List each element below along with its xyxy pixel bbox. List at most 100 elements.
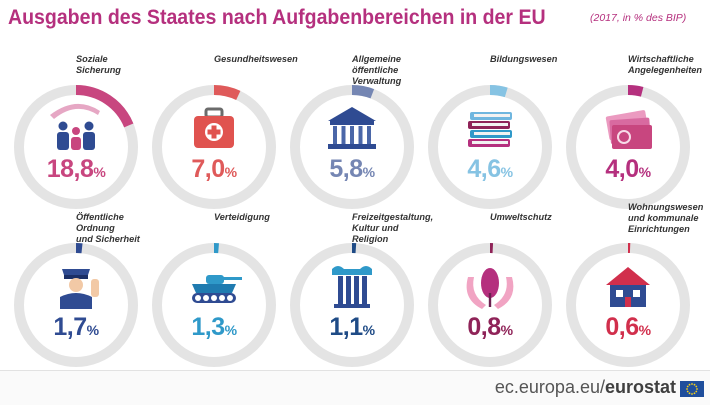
ring-segment (428, 85, 552, 209)
column-icon (332, 266, 372, 308)
books-icon (468, 112, 512, 147)
value-number: 0,8 (467, 313, 501, 341)
ring-segment (14, 243, 138, 367)
value-number: 1,3 (191, 313, 225, 341)
footer-site-prefix: ec.europa.eu/ (494, 377, 605, 397)
value-label: 1,7% (8, 313, 144, 342)
tank-icon (192, 275, 242, 303)
family-icon (50, 103, 100, 150)
value-number: 0,6 (605, 313, 639, 341)
category-label-line: Sicherung (76, 65, 121, 75)
government-building-icon (328, 107, 376, 149)
ring-segment (290, 243, 414, 367)
page-title: Ausgaben des Staates nach Aufgabenbereic… (8, 6, 546, 29)
category-label: Bildungswesen (490, 54, 557, 65)
header: Ausgaben des Staates nach Aufgabenbereic… (8, 6, 708, 38)
footer-site-brand: eurostat (604, 377, 676, 397)
category-label: Allgemeine öffentliche Verwaltung (352, 54, 420, 87)
percent-sign: % (362, 164, 375, 180)
category-label: Verteidigung (214, 212, 270, 223)
ring-segment (566, 243, 690, 367)
category-label-line: Wohnungswesen (628, 202, 704, 212)
ring-segment (152, 243, 276, 367)
category-label-line: Verteidigung (214, 212, 270, 222)
percent-sign: % (86, 322, 99, 338)
value-label: 5,8% (284, 155, 420, 184)
value-label: 1,1% (284, 313, 420, 342)
first-aid-kit-icon (194, 107, 234, 148)
category-label: Wohnungswesen und kommunale Einrichtungen (628, 202, 703, 235)
category-label: Gesundheitswesen (214, 54, 298, 65)
ring-segment (152, 85, 276, 209)
chart-item: Wirtschaftliche Angelegenheiten 4,0% (560, 52, 702, 212)
category-label-line: Verwaltung (352, 76, 402, 86)
footer-source[interactable]: ec.europa.eu/eurostat (495, 377, 676, 398)
value-number: 7,0 (191, 155, 225, 183)
ring-chart (14, 243, 138, 367)
value-label: 18,8% (8, 155, 144, 184)
ring-chart (14, 85, 138, 209)
ring-segment (566, 85, 690, 209)
percent-sign: % (638, 164, 651, 180)
chart-item: Bildungswesen 4,6% (422, 52, 558, 212)
chart-item: Öffentliche Ordnung und Sicherheit 1,7% (8, 210, 144, 370)
ring-chart (152, 85, 276, 209)
category-label-line: Freizeitgestaltung, (352, 212, 434, 222)
value-label: 1,3% (146, 313, 282, 342)
chart-item: Soziale Sicherung 18,8% (8, 52, 144, 212)
category-label-line: und Sicherheit (76, 234, 140, 244)
ring-segment (290, 85, 414, 209)
ring-track (152, 243, 276, 367)
ring-chart (428, 85, 552, 209)
category-label-line: Kultur und Religion (352, 223, 399, 244)
ring-chart (290, 85, 414, 209)
police-officer-icon (60, 269, 99, 309)
category-label-line: Gesundheitswesen (214, 54, 298, 64)
tree-hands-icon (466, 268, 514, 309)
category-label-line: Soziale (76, 54, 108, 64)
category-label: Öffentliche Ordnung und Sicherheit (76, 212, 144, 245)
ring-chart (566, 243, 690, 367)
percent-sign: % (93, 164, 106, 180)
category-label-line: und kommunale (628, 213, 699, 223)
percent-sign: % (500, 322, 513, 338)
percent-sign: % (638, 322, 651, 338)
banknotes-icon (605, 110, 652, 149)
chart-item: Verteidigung 1,3% (146, 210, 282, 370)
value-number: 18,8 (46, 155, 94, 183)
chart-item: Allgemeine öffentliche Verwaltung 5,8% (284, 52, 420, 212)
category-label-line: Bildungswesen (490, 54, 558, 64)
category-label-line: Öffentliche Ordnung (76, 212, 124, 233)
house-icon (606, 267, 650, 307)
value-label: 7,0% (146, 155, 282, 184)
percent-sign: % (362, 322, 375, 338)
chart-item: Gesundheitswesen 7,0% (146, 52, 298, 212)
value-number: 1,7 (53, 313, 87, 341)
category-label-line: Wirtschaftliche (628, 54, 694, 64)
ring-chart (152, 243, 276, 367)
percent-sign: % (224, 164, 237, 180)
value-number: 5,8 (329, 155, 363, 183)
value-label: 4,6% (422, 155, 558, 184)
category-label: Umweltschutz (490, 212, 552, 223)
value-label: 0,8% (422, 313, 558, 342)
chart-item: Wohnungswesen und kommunale Einrichtungen 0… (560, 202, 703, 370)
category-label: Freizeitgestaltung, Kultur und Religion (352, 212, 433, 245)
value-number: 4,0 (605, 155, 639, 183)
ring-chart (566, 85, 690, 209)
value-label: 4,0% (560, 155, 696, 184)
eu-flag-icon (680, 381, 704, 397)
category-label: Wirtschaftliche Angelegenheiten (628, 54, 702, 76)
footer: ec.europa.eu/eurostat (0, 370, 710, 405)
percent-sign: % (224, 322, 237, 338)
page-subtitle: (2017, in % des BIP) (590, 12, 687, 24)
category-label-line: Umweltschutz (490, 212, 552, 222)
ring-segment (428, 243, 552, 367)
category-label-line: Einrichtungen (628, 224, 690, 234)
value-label: 0,6% (560, 313, 696, 342)
percent-sign: % (500, 164, 513, 180)
category-label-line: Allgemeine öffentliche (352, 54, 402, 75)
chart-item: Umweltschutz 0,8% (422, 210, 558, 370)
ring-segment (14, 85, 138, 209)
